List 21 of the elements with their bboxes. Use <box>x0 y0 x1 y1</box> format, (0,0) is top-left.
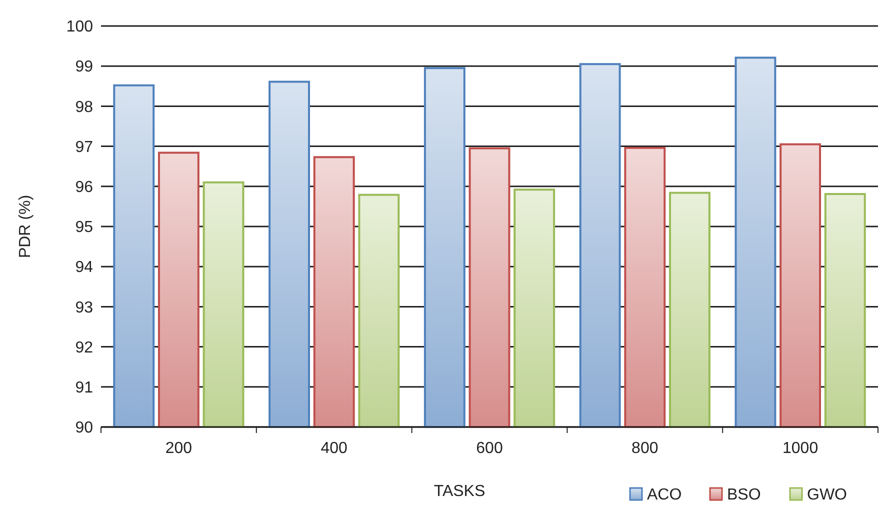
y-tick-label: 90 <box>75 420 94 437</box>
y-tick-label: 99 <box>75 58 94 76</box>
x-tick-label: 400 <box>320 440 348 457</box>
y-tick-label: 100 <box>66 18 94 36</box>
x-tick-label: 200 <box>165 440 192 457</box>
y-tick-label: 94 <box>75 259 94 276</box>
y-tick-label: 92 <box>75 339 94 356</box>
legend-label: GWO <box>807 486 847 504</box>
x-tick-label: 600 <box>476 440 503 457</box>
y-tick-label: 98 <box>75 98 94 116</box>
x-axis-title: TASKS <box>434 483 486 500</box>
x-tick-label: 1000 <box>782 440 818 457</box>
y-tick-label: 97 <box>75 138 94 156</box>
legend-label: ACO <box>647 486 682 504</box>
x-tick-label: 800 <box>632 440 658 457</box>
y-tick-label: 91 <box>75 380 94 396</box>
y-axis-title: PDR (%) <box>17 194 34 258</box>
y-tick-label: 93 <box>75 299 94 316</box>
y-tick-label: 95 <box>75 219 94 236</box>
y-tick-label: 96 <box>75 179 94 196</box>
legend-label: BSO <box>727 486 761 504</box>
